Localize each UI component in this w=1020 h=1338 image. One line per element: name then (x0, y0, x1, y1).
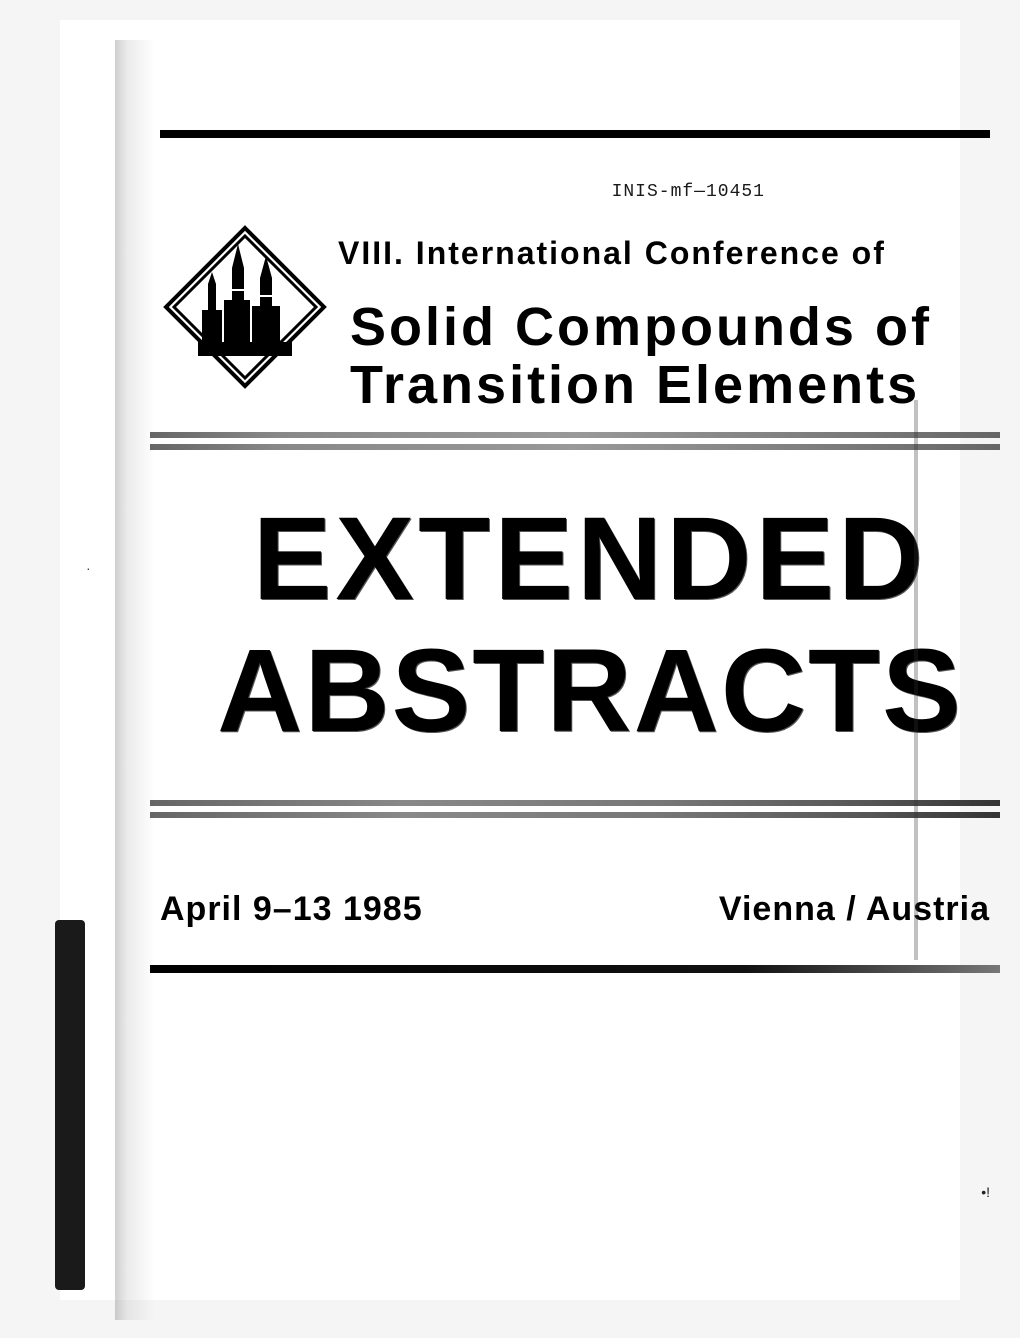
footer-row: April 9–13 1985 Vienna / Austria (160, 890, 990, 929)
rule-bar (150, 432, 1000, 438)
header-block: VIII. International Conference of Solid … (160, 210, 990, 400)
double-rule-upper (150, 432, 1000, 450)
rule-bar (150, 812, 1000, 818)
main-title-line-1: EXTENDED (180, 500, 1000, 618)
page: INIS-mf—10451 VIII. International Confer… (60, 20, 960, 1300)
scan-artifact-right-edge (914, 400, 918, 960)
rule-bar (150, 800, 1000, 806)
report-id-text: INIS-mf—10451 (612, 182, 765, 202)
scan-artifact-spine (55, 920, 85, 1290)
date-text: April 9–13 1985 (160, 890, 423, 929)
location-text: Vienna / Austria (719, 890, 990, 929)
scan-noise-mark: •! (981, 1184, 990, 1200)
top-horizontal-rule (160, 130, 990, 138)
conference-logo-icon (160, 222, 330, 392)
rule-bar (150, 444, 1000, 450)
conference-line: VIII. International Conference of (338, 235, 886, 272)
conference-title-line-1: Solid Compounds of (350, 296, 932, 358)
bottom-horizontal-rule (150, 965, 1000, 973)
main-title-line-2: ABSTRACTS (180, 632, 1000, 750)
main-title-block: EXTENDED ABSTRACTS (180, 500, 1000, 750)
scan-artifact-left (115, 40, 155, 1320)
scan-noise-dot: · (86, 560, 91, 576)
double-rule-lower (150, 800, 1000, 818)
conference-title-line-2: Transition Elements (350, 354, 920, 416)
